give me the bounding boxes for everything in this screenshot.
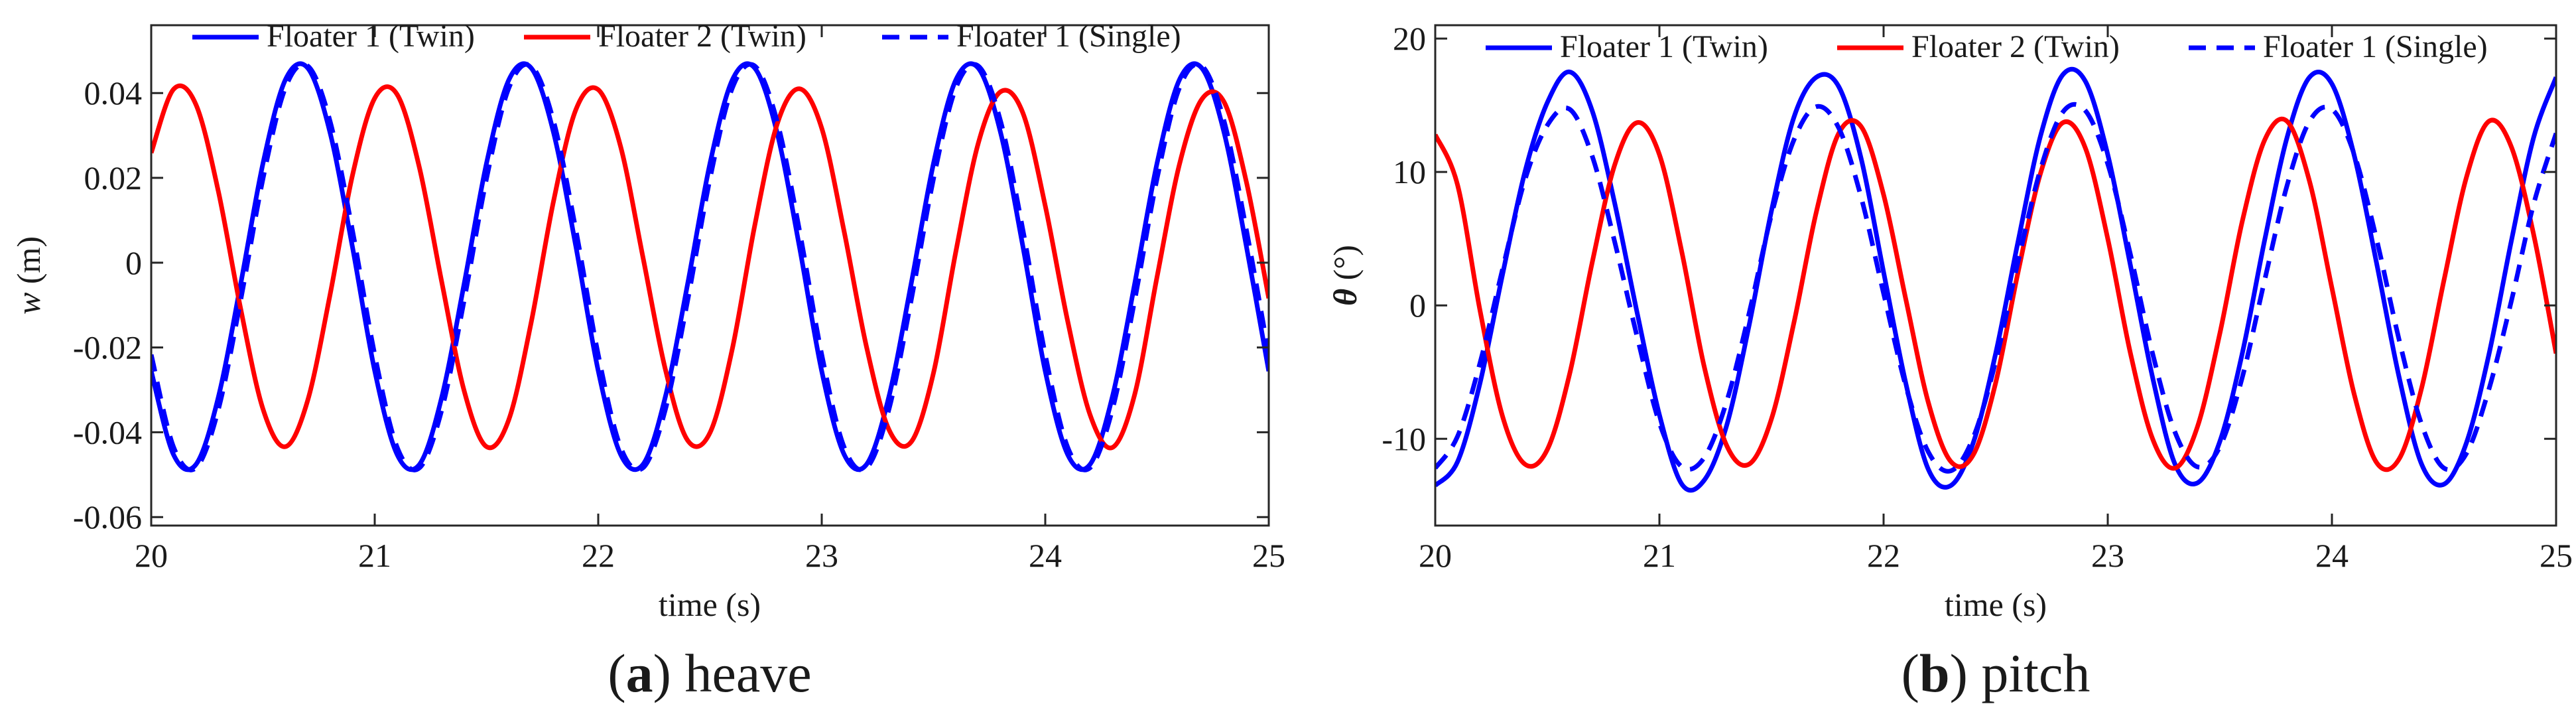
heave-plot-area [151, 61, 1269, 472]
heave-x-tick-label: 24 [1029, 537, 1062, 574]
heave-series-line-2 [151, 83, 1269, 451]
heave-y-tick-label: -0.06 [73, 498, 142, 536]
pitch-x-tick-label: 22 [1867, 537, 1900, 574]
pitch-y-tick-label: -10 [1382, 420, 1426, 457]
pitch-caption-paren-close: ) [1950, 643, 1968, 703]
pitch-caption: (b) pitch [1901, 643, 2091, 703]
heave-caption-paren-open: ( [608, 643, 625, 703]
heave-legend-label-1: Floater 1 (Twin) [267, 19, 475, 54]
heave-y-tick-label: 0 [125, 244, 142, 281]
pitch-series-line-2 [1435, 116, 2556, 472]
pitch-series-group [1435, 66, 2556, 493]
pitch-y-tick-label: 10 [1393, 153, 1426, 190]
pitch-caption-paren-open: ( [1901, 643, 1919, 703]
pitch-x-tick-label: 21 [1643, 537, 1676, 574]
pitch-caption-text: pitch [1968, 643, 2090, 703]
pitch-legend-label-1: Floater 1 (Twin) [1560, 29, 1768, 64]
heave-x-axis-label: time (s) [659, 586, 761, 623]
pitch-legend: Floater 1 (Twin) Floater 2 (Twin) Floater … [1486, 29, 2488, 64]
heave-x-tick-label: 22 [582, 537, 615, 574]
heave-series-line-1 [151, 61, 1269, 472]
pitch-y-axis-unit: (°) [1326, 245, 1364, 289]
heave-panel: 20 21 22 23 24 25 -0.06 -0.04 -0.02 0 0.02 0.04 tim… [10, 19, 1285, 703]
heave-legend: Floater 1 (Twin) Floater 2 (Twin) Floater … [192, 19, 1181, 54]
heave-y-axis-variable: w [10, 293, 47, 315]
heave-y-axis-unit: (m) [10, 236, 47, 293]
heave-caption-text: heave [671, 643, 812, 703]
heave-y-tick-label: 0.02 [84, 159, 143, 196]
heave-caption: (a) heave [608, 643, 811, 703]
pitch-panel: 20 21 22 23 24 25 -10 0 10 20 time (s) θ (°) Floa… [1326, 20, 2573, 703]
heave-series-group [151, 61, 1269, 472]
heave-x-tick-label: 25 [1252, 537, 1285, 574]
heave-x-tick-label: 23 [805, 537, 838, 574]
heave-y-tick-label: -0.04 [73, 413, 142, 451]
heave-caption-paren-close: ) [653, 643, 671, 703]
pitch-axes-box [1434, 24, 2557, 527]
pitch-caption-letter: b [1919, 643, 1950, 703]
pitch-y-tick-label: 0 [1409, 287, 1426, 324]
pitch-y-tick-label: 20 [1393, 20, 1426, 57]
heave-legend-label-2: Floater 2 (Twin) [598, 19, 806, 54]
pitch-x-axis-label: time (s) [1945, 586, 2047, 623]
pitch-x-tick-label: 25 [2540, 537, 2573, 574]
pitch-y-axis-variable: θ [1326, 289, 1364, 306]
heave-series-line-3 [151, 62, 1269, 472]
heave-axes-box [150, 24, 1270, 527]
pitch-legend-label-2: Floater 2 (Twin) [1911, 29, 2120, 64]
heave-y-axis-label: w (m) [10, 236, 47, 315]
pitch-legend-label-3: Floater 1 (Single) [2263, 29, 2488, 64]
heave-legend-label-3: Floater 1 (Single) [956, 19, 1181, 54]
heave-ticks: 20 21 22 23 24 25 -0.06 -0.04 -0.02 0 0.02 0.04 [73, 25, 1285, 574]
pitch-ticks: 20 21 22 23 24 25 -10 0 10 20 [1382, 20, 2573, 574]
pitch-x-tick-label: 23 [2091, 537, 2124, 574]
heave-x-tick-label: 21 [358, 537, 391, 574]
heave-x-tick-label: 20 [135, 537, 168, 574]
pitch-x-tick-label: 24 [2315, 537, 2349, 574]
pitch-x-tick-label: 20 [1419, 537, 1452, 574]
heave-y-tick-label: -0.02 [73, 329, 142, 366]
heave-caption-letter: a [626, 643, 653, 703]
pitch-y-axis-label: θ (°) [1326, 245, 1364, 306]
heave-y-tick-label: 0.04 [84, 74, 143, 111]
